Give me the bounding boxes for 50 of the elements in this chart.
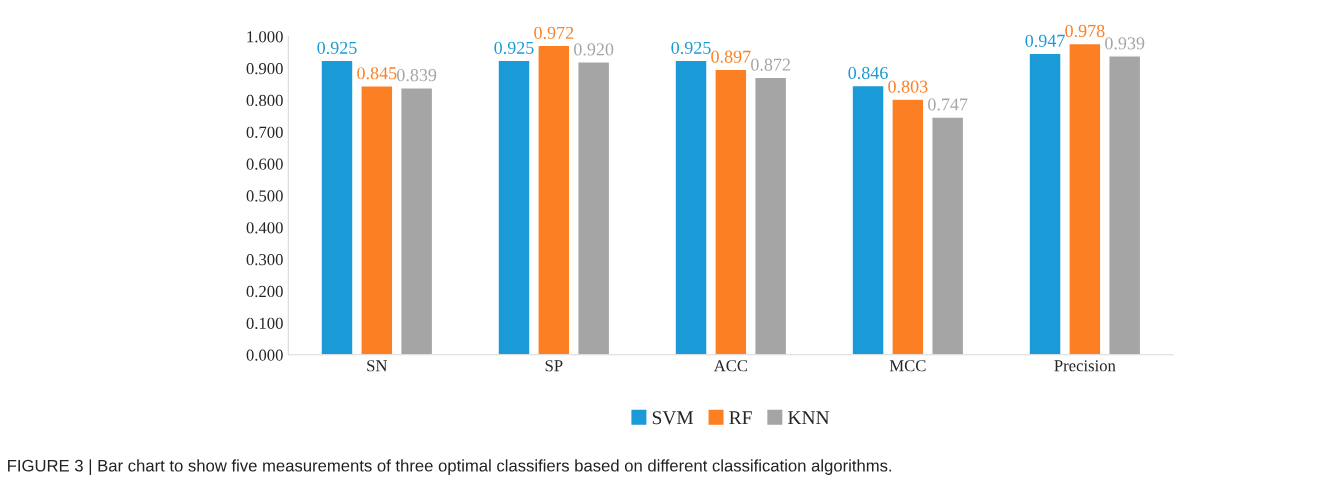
legend-label: SVM bbox=[652, 411, 694, 425]
y-tick-label: 0.600 bbox=[246, 158, 283, 170]
bar bbox=[931, 116, 965, 355]
data-label: 0.925 bbox=[494, 41, 534, 54]
data-label: 0.897 bbox=[711, 50, 751, 63]
y-tick-label: 0.700 bbox=[246, 126, 283, 138]
data-label: 0.947 bbox=[1025, 34, 1065, 47]
y-tick-label: 0.000 bbox=[246, 349, 283, 361]
y-tick-label: 0.900 bbox=[246, 62, 283, 75]
data-label: 0.747 bbox=[928, 98, 968, 111]
bar bbox=[360, 85, 394, 355]
x-tick-label: ACC bbox=[713, 360, 748, 372]
bar bbox=[891, 98, 925, 355]
bar bbox=[577, 61, 611, 355]
legend-label: RF bbox=[729, 411, 752, 425]
y-tick-label: 0.100 bbox=[246, 317, 283, 329]
data-label: 0.939 bbox=[1105, 37, 1145, 50]
data-label: 0.845 bbox=[357, 67, 397, 80]
y-tick-label: 0.800 bbox=[246, 94, 283, 107]
bar bbox=[1068, 42, 1102, 355]
y-tick-label: 0.300 bbox=[246, 253, 283, 266]
data-label: 0.872 bbox=[751, 58, 790, 71]
x-tick-label: Precision bbox=[1054, 360, 1116, 372]
bar bbox=[537, 44, 571, 355]
bar bbox=[497, 59, 531, 355]
data-label: 0.846 bbox=[848, 66, 888, 80]
y-tick-label: 0.200 bbox=[246, 285, 283, 298]
data-label: 0.925 bbox=[317, 41, 357, 54]
data-label: 0.920 bbox=[574, 43, 614, 56]
bar bbox=[851, 84, 885, 355]
bar bbox=[400, 87, 434, 355]
x-tick-label: SN bbox=[367, 360, 388, 372]
data-label: 0.978 bbox=[1065, 24, 1105, 38]
y-tick-label: 0.400 bbox=[246, 222, 283, 234]
bar bbox=[1108, 55, 1142, 355]
bar bbox=[1028, 52, 1062, 355]
y-tick-label: 0.500 bbox=[246, 190, 283, 202]
caption: FIGURE 3 | Bar chart to show five measurements of three optimal classifiers based on different classification algorithms. bbox=[8, 459, 892, 475]
x-tick-label: MCC bbox=[889, 360, 926, 372]
bar bbox=[674, 59, 708, 355]
x-tick-label: SP bbox=[545, 360, 563, 372]
data-label: 0.972 bbox=[534, 26, 574, 39]
data-label: 0.839 bbox=[397, 69, 437, 82]
bar bbox=[714, 68, 748, 355]
data-label: 0.803 bbox=[888, 80, 928, 93]
bar bbox=[754, 76, 788, 355]
data-label: 0.925 bbox=[671, 41, 711, 54]
legend-label: KNN bbox=[788, 411, 830, 425]
bar bbox=[320, 59, 354, 355]
y-tick-label: 1.000 bbox=[247, 31, 283, 43]
